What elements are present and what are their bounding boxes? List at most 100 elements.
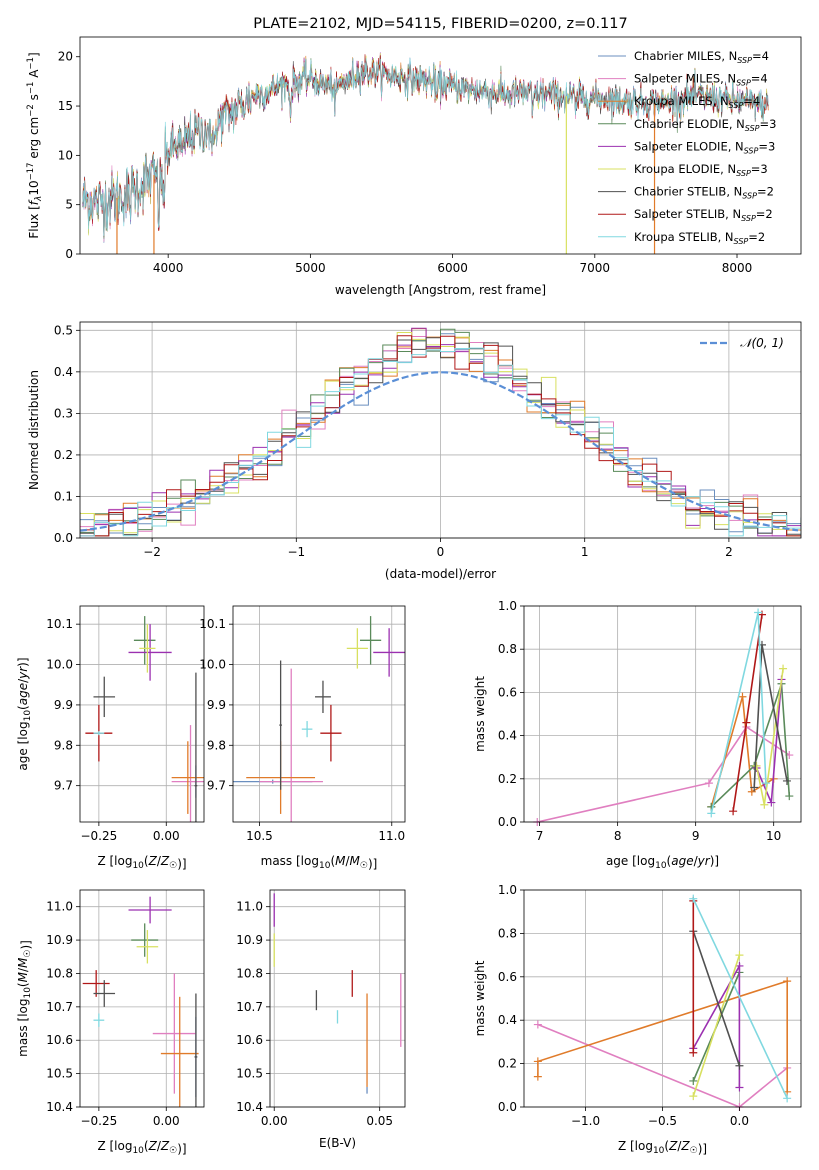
legend-entry: Kroupa STELIB, NSSP=2 — [634, 230, 765, 246]
y-tick-label: 0.2 — [498, 1057, 517, 1071]
y-tick-label: 5 — [65, 198, 73, 212]
y-tick-label: 10.0 — [199, 658, 226, 672]
x-tick-label: 8 — [614, 829, 622, 843]
data-point-marker — [783, 977, 792, 986]
x-tick-label: 10 — [766, 829, 781, 843]
y-tick-label: 10.4 — [46, 1100, 73, 1114]
y-tick-label: 10.5 — [236, 1067, 263, 1081]
chart-title: PLATE=2102, MJD=54115, FIBERID=0200, z=0… — [253, 16, 627, 32]
axes-frame — [523, 605, 802, 823]
data-layer — [80, 52, 801, 1111]
data-point-marker — [767, 798, 776, 807]
y-tick-label: 15 — [58, 99, 73, 113]
x-tick-label: 7 — [536, 829, 544, 843]
legend-text-part: =4 — [743, 94, 760, 108]
y-tick-label: 10.1 — [46, 617, 73, 631]
y-tick-label: 10.9 — [46, 933, 73, 947]
y-tick-label: 11.0 — [236, 900, 263, 914]
data-point-marker — [754, 608, 763, 617]
legend-text-part: =2 — [756, 207, 773, 221]
data-point-marker — [689, 1092, 698, 1101]
x-tick-label: 2 — [725, 545, 733, 559]
x-tick-label: 9 — [692, 829, 700, 843]
mass-weight-line — [692, 930, 741, 1067]
y-tick-label: 9.8 — [54, 738, 73, 752]
y-axis-label: Normed distribution — [27, 370, 41, 490]
legend-text-part: Kroupa MILES, N — [634, 94, 729, 108]
y-tick-label: 10.5 — [46, 1067, 73, 1081]
y-tick-label: 0.0 — [54, 531, 73, 545]
legend-text-part: =4 — [751, 72, 768, 86]
data-point-marker — [761, 779, 770, 788]
y-tick-label: 1.0 — [498, 883, 517, 897]
x-tick-label: 5000 — [295, 261, 326, 275]
axes-frame — [269, 889, 406, 1108]
mass-weight-line — [537, 725, 790, 822]
data-point-marker — [735, 961, 744, 970]
y-tick-label: 0.1 — [54, 489, 73, 503]
data-point-marker — [707, 809, 716, 818]
x-tick-label: 7000 — [580, 261, 611, 275]
y-tick-label: 9.9 — [207, 698, 226, 712]
legend-entry: Chabrier ELODIE, NSSP=3 — [634, 117, 776, 133]
x-tick-label: −0.5 — [648, 1114, 677, 1128]
data-point-marker — [782, 776, 791, 785]
x-tick-label: 0.00 — [153, 1114, 180, 1128]
x-tick-label: −1 — [287, 545, 305, 559]
legend-text-part: =3 — [758, 139, 775, 153]
axes-layer — [76, 36, 802, 1111]
legend-text-part: Chabrier STELIB, N — [634, 185, 742, 199]
legend-text-part: SSP — [734, 237, 749, 246]
x-axis-label: E(B-V) — [319, 1136, 356, 1150]
x-tick-label: 0.00 — [261, 1114, 288, 1128]
legend-text-part: =2 — [757, 185, 774, 199]
data-point-marker — [533, 1057, 542, 1066]
x-axis-label: (data-model)/error — [385, 567, 496, 581]
y-tick-label: 0.2 — [498, 772, 517, 786]
legend-text-part: =4 — [752, 49, 769, 63]
data-point-marker — [735, 1083, 744, 1092]
x-tick-label: 8000 — [722, 261, 753, 275]
data-point-marker — [735, 1061, 744, 1070]
y-tick-label: 20 — [58, 50, 73, 64]
x-axis-label: Z [log10(Z/Z☉)] — [618, 1139, 707, 1156]
x-tick-label: 0.0 — [730, 1114, 749, 1128]
x-tick-label: 0 — [437, 545, 445, 559]
legend-text-part: SSP — [745, 124, 760, 133]
normal-curve — [80, 371, 799, 532]
y-tick-label: 0.6 — [498, 685, 517, 699]
histogram-series — [80, 335, 801, 537]
y-tick-label: 10.4 — [236, 1100, 263, 1114]
y-tick-label: 0.5 — [54, 323, 73, 337]
axes-frame — [79, 36, 802, 255]
y-tick-label: 10.1 — [199, 617, 226, 631]
y-tick-label: 9.7 — [54, 779, 73, 793]
x-tick-label: 11.0 — [378, 829, 405, 843]
legend-text-part: SSP — [737, 56, 752, 65]
legend-text-part: Kroupa ELODIE, N — [634, 162, 736, 176]
legend-text-part: Chabrier ELODIE, N — [634, 117, 745, 131]
x-tick-label: −0.25 — [80, 829, 117, 843]
y-tick-label: 9.7 — [207, 779, 226, 793]
data-point-marker — [747, 787, 756, 796]
data-point-marker — [729, 807, 738, 816]
y-axis-label: mass [log10(M/M☉)] — [16, 940, 33, 1057]
x-axis-label: Z [log10(Z/Z☉)] — [97, 1139, 186, 1156]
legend-text-part: Chabrier MILES, N — [634, 49, 737, 63]
y-tick-label: 0.8 — [498, 642, 517, 656]
x-tick-label: 0.00 — [153, 829, 180, 843]
data-point-marker — [738, 692, 747, 701]
data-point-marker — [750, 783, 759, 792]
data-point-marker — [735, 951, 744, 960]
data-point-marker — [752, 761, 761, 770]
x-axis-label: mass [log10(M/M☉)] — [261, 854, 378, 871]
legend-entry: Chabrier STELIB, NSSP=2 — [634, 185, 774, 201]
y-tick-label: 0.4 — [498, 729, 517, 743]
y-tick-label: 0.0 — [498, 815, 517, 829]
data-point-marker — [757, 610, 766, 619]
y-axis-label: mass weight — [473, 676, 487, 752]
y-tick-label: 10.6 — [46, 1033, 73, 1047]
y-tick-label: 10.7 — [236, 1000, 263, 1014]
y-tick-label: 0.6 — [498, 970, 517, 984]
